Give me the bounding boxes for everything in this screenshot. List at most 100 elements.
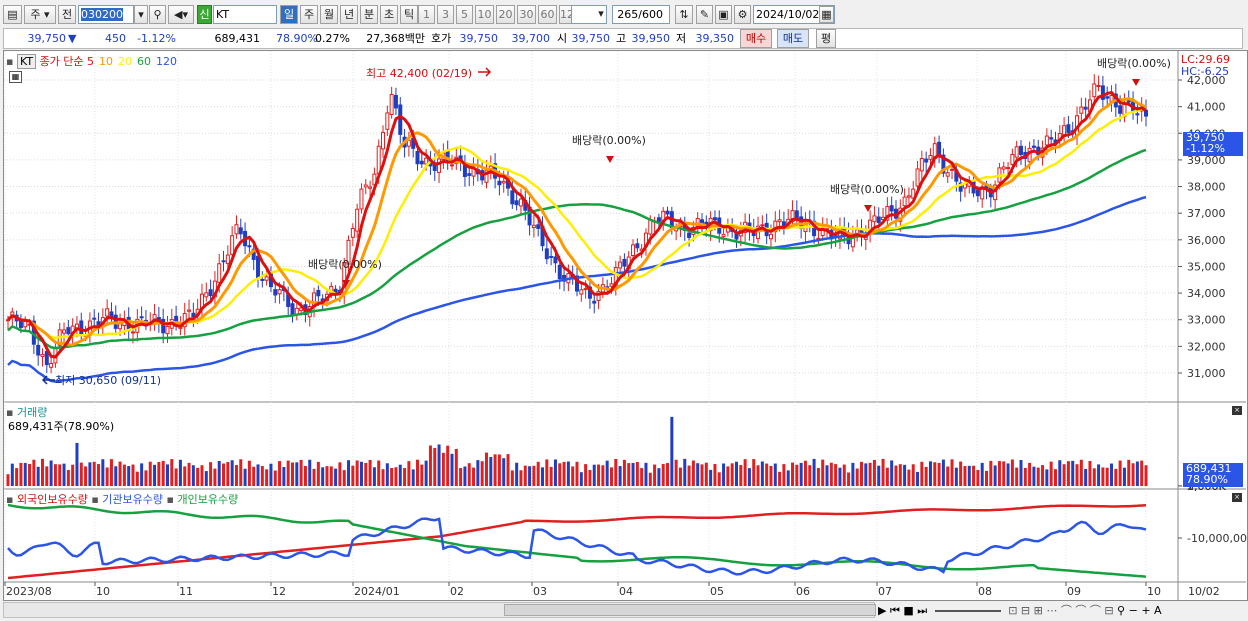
volume-bar [213, 468, 217, 486]
volume-bar [997, 461, 1001, 486]
volume-bar [709, 469, 713, 486]
font-size-icon[interactable]: A [1154, 604, 1162, 617]
candle-body [389, 93, 394, 115]
indicator-icon[interactable]: ⇅ [675, 5, 693, 24]
scrollbar[interactable] [3, 602, 876, 618]
period-tab[interactable]: 일 [280, 5, 298, 24]
chevron-down-icon[interactable]: ▾ [134, 5, 148, 24]
sell-button[interactable]: 매도 [777, 29, 809, 48]
volume-bar [661, 463, 665, 486]
volume-bar [234, 465, 238, 486]
search-icon[interactable]: ⚲ [149, 5, 166, 24]
volume-bar [566, 461, 570, 486]
chevron-down-icon[interactable]: ▾ [598, 7, 604, 20]
interval-button[interactable]: 60 [538, 5, 557, 24]
prev-button[interactable]: 전 [58, 5, 76, 24]
volume-bar [722, 463, 726, 486]
candle-body [191, 312, 196, 318]
scroll-thumb[interactable] [504, 604, 876, 616]
volume-bar [855, 468, 859, 486]
volume-bar [1036, 467, 1040, 486]
stock-name-field[interactable]: KT [213, 5, 277, 24]
stock-code-input[interactable]: 030200 [78, 5, 134, 24]
volume-bar [247, 460, 251, 486]
buy-button[interactable]: 매수 [740, 29, 772, 48]
plus-icon[interactable]: + [1141, 604, 1151, 617]
volume-bar [950, 459, 954, 486]
volume-bar [1110, 463, 1114, 486]
gear-icon[interactable]: ⚙ [734, 5, 751, 24]
period-tab[interactable]: 틱 [400, 5, 418, 24]
date-input[interactable]: 2024/10/02 [753, 5, 835, 24]
volume-bar [911, 464, 915, 486]
volume-bar [92, 461, 96, 486]
volume-bar [377, 460, 381, 486]
volume-bar [355, 460, 359, 486]
save-icon[interactable]: ▣ [715, 5, 732, 24]
interval-button[interactable]: 1 [418, 5, 435, 24]
speaker-icon[interactable]: ◀▾ [168, 5, 194, 24]
stop-icon[interactable]: ■ [903, 604, 914, 617]
y-tick-label: 33,000 [1187, 314, 1226, 327]
volume-bar [726, 466, 730, 486]
volume-bar [704, 462, 708, 486]
period-tab[interactable]: 분 [360, 5, 378, 24]
fast-forward-icon[interactable]: ⏭ [917, 604, 928, 617]
volume-bar [441, 452, 445, 486]
volume-bar [773, 463, 777, 486]
volume-bar [114, 466, 118, 486]
candle-body [273, 289, 278, 296]
volume-bar [6, 474, 10, 486]
individual-holdings-line [7, 503, 1147, 578]
interval-button[interactable]: 10 [475, 5, 494, 24]
close-icon[interactable]: × [1232, 406, 1242, 415]
draw-icon[interactable]: ✎ [696, 5, 713, 24]
volume-bar [954, 467, 958, 486]
volume-bar [549, 466, 553, 486]
period-unit-select[interactable]: 주 ▾ [24, 5, 56, 24]
close-icon[interactable]: × [1232, 493, 1242, 502]
interval-button[interactable]: 30 [517, 5, 536, 24]
interval-button[interactable]: 5 [456, 5, 473, 24]
interval-button[interactable]: 20 [496, 5, 515, 24]
low-label: 저 [676, 32, 687, 45]
volume-bar [329, 466, 333, 486]
zoom-slider[interactable] [934, 610, 1001, 612]
period-tab[interactable]: 초 [380, 5, 398, 24]
period-tab[interactable]: 년 [340, 5, 358, 24]
candle-body [139, 316, 144, 319]
ma-legend-item: 60 [137, 55, 152, 68]
volume-bar [1105, 467, 1109, 486]
ma-legend-item: 20 [118, 55, 133, 68]
interval-custom-input[interactable] [571, 5, 607, 24]
rewind-icon[interactable]: ⏮ [889, 604, 900, 617]
candle-body [238, 227, 243, 235]
play-icon[interactable]: ▶ [878, 604, 887, 617]
flat-button[interactable]: 평 [816, 29, 836, 48]
current-price-box: 39,750 -1.12% [1183, 132, 1243, 156]
view-icons[interactable]: ⊡ ⊟ ⊞ ⋯ ⌒ ⌒ ⌒ ⊟ [1008, 604, 1114, 617]
layout-toggle-icon[interactable]: ▦ [9, 71, 22, 83]
calendar-icon[interactable]: ▦ [819, 6, 834, 23]
candle-body [449, 164, 454, 167]
period-tab[interactable]: 월 [320, 5, 338, 24]
volume-bar [239, 459, 243, 486]
volume-bar [131, 464, 135, 486]
candle-body [161, 318, 166, 334]
y-tick-label: 38,000 [1187, 181, 1226, 194]
volume-bar [256, 464, 260, 486]
interval-button[interactable]: 3 [437, 5, 454, 24]
volume-bar [937, 462, 941, 486]
minus-icon[interactable]: − [1128, 604, 1138, 617]
volume-bar [834, 464, 838, 486]
volume-bar [428, 445, 432, 486]
candle-body [355, 208, 360, 232]
volume-bar [592, 464, 596, 486]
period-tab[interactable]: 주 [300, 5, 318, 24]
count-input[interactable]: 265/600 [612, 5, 670, 24]
layout-icon[interactable]: ▤ [3, 5, 22, 24]
panel-handle-icon[interactable]: ▪ [6, 55, 14, 68]
candle-body [96, 321, 101, 326]
zoom-out-icon[interactable]: ⚲ [1117, 604, 1126, 617]
